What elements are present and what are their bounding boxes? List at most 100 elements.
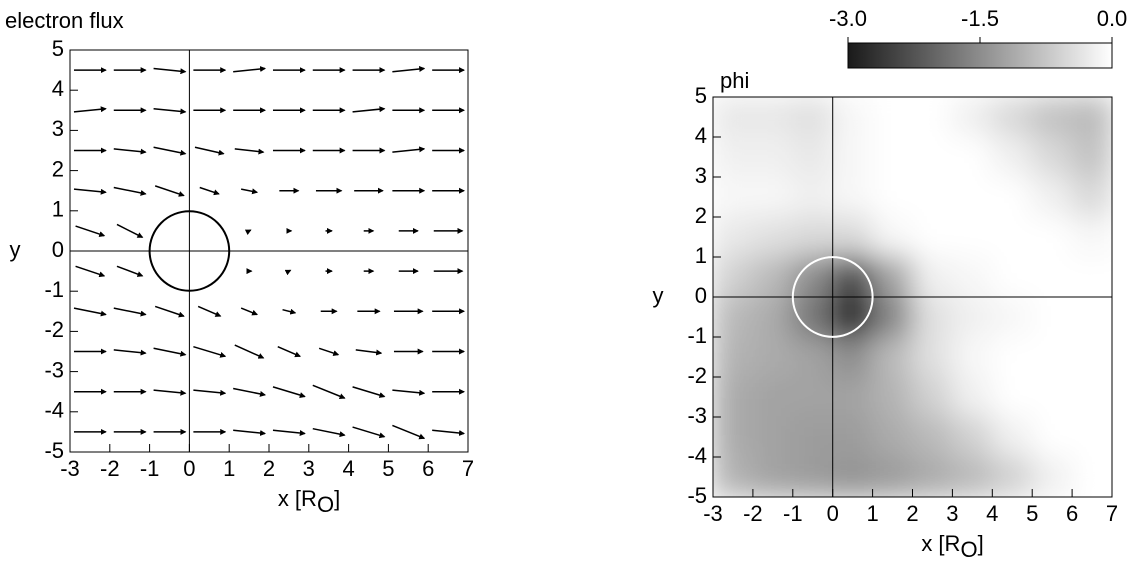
y-tick-label: -1 (687, 323, 707, 348)
heatmap-cell (752, 296, 794, 338)
x-tick-label: 0 (827, 501, 839, 526)
arrow (153, 67, 187, 75)
arrow (352, 106, 386, 113)
heatmap-cell (1071, 136, 1112, 178)
heatmap-cell (713, 416, 754, 458)
x-tick-label: 7 (462, 456, 474, 481)
y-tick-label: -3 (44, 357, 64, 382)
heatmap-cell (752, 216, 794, 258)
heatmap-cell (991, 296, 1033, 338)
y-axis-label: y (653, 283, 664, 308)
heatmap-cell (792, 376, 834, 418)
y-tick-label: 0 (695, 283, 707, 308)
heatmap-cell (1071, 416, 1112, 458)
arrow (234, 148, 265, 155)
heatmap-cell (832, 176, 874, 218)
heatmap-cell (872, 296, 913, 338)
arrow (392, 389, 426, 396)
heatmap-cell (991, 376, 1033, 418)
y-tick-label: 5 (695, 83, 707, 108)
x-axis-label: x [RO] (921, 531, 983, 562)
heatmap-cell (872, 456, 913, 497)
heatmap-cell (832, 456, 874, 497)
x-label-sub: O (317, 492, 334, 517)
y-tick-label: -4 (44, 398, 64, 423)
arrow (312, 427, 346, 438)
y-axis-label: y (10, 237, 21, 262)
x-tick-label: 0 (183, 456, 195, 481)
heatmap-cell (792, 216, 834, 258)
x-tick-label: 6 (422, 456, 434, 481)
heatmap-cell (792, 97, 834, 138)
arrow (75, 265, 106, 278)
heatmap-cell (832, 416, 874, 458)
arrow (73, 307, 107, 317)
arrow (355, 349, 383, 356)
arrow (233, 66, 267, 73)
heatmap-cell (792, 456, 834, 497)
heatmap-cell (872, 216, 913, 258)
heatmap-cell (752, 176, 794, 218)
heatmap-cell (951, 97, 993, 138)
y-tick-label: 1 (695, 243, 707, 268)
heatmap-cell (991, 416, 1033, 458)
arrow (233, 429, 267, 436)
heatmap-cell (951, 456, 993, 497)
heatmap-cell (912, 256, 953, 298)
heatmap-cell (1071, 216, 1112, 258)
x-label-end: ] (334, 486, 340, 511)
arrow (282, 308, 297, 315)
arrow (318, 347, 340, 356)
arrow (197, 305, 222, 317)
heatmap-cell (951, 256, 993, 298)
chart-title: phi (720, 68, 749, 93)
heatmap-cell (991, 336, 1033, 378)
heatmap-cell (951, 416, 993, 458)
heatmap-cell (1031, 136, 1073, 178)
x-tick-label: 7 (1106, 501, 1118, 526)
arrow (432, 429, 466, 436)
heatmap-cell (912, 176, 953, 218)
heatmap-cell (951, 136, 993, 178)
arrow (352, 426, 386, 439)
y-tick-label: -5 (44, 438, 64, 463)
heatmap-cell (752, 376, 794, 418)
colorbar-tick-label: -3.0 (829, 6, 867, 31)
heatmap-cell (991, 456, 1033, 497)
heatmap-cell (1031, 176, 1073, 218)
heatmap-cell (951, 296, 993, 338)
arrow (352, 386, 386, 398)
x-tick-label: 3 (946, 501, 958, 526)
heatmap-cell (991, 216, 1033, 258)
x-label-end: ] (978, 531, 984, 556)
heatmap-cell (713, 136, 754, 178)
heatmap-cell (991, 256, 1033, 298)
heatmap-cell (912, 97, 953, 138)
heatmap-cell (912, 416, 953, 458)
heatmap-cell (1071, 256, 1112, 298)
heatmap-cell (1031, 97, 1073, 138)
y-tick-label: 5 (52, 36, 64, 61)
chart-title: electron flux (5, 8, 124, 33)
vector-field (73, 66, 466, 440)
heatmap-cell (951, 376, 993, 418)
y-tick-label: -4 (687, 443, 707, 468)
heatmap-cell (1031, 256, 1073, 298)
y-tick-label: -5 (687, 483, 707, 508)
y-tick-label: 1 (52, 197, 64, 222)
x-label-text: x [R (278, 486, 317, 511)
heatmap-cell (832, 216, 874, 258)
y-tick-label: 4 (695, 123, 707, 148)
heatmap-cell (1031, 336, 1073, 378)
arrow (116, 223, 144, 239)
arrow (193, 389, 227, 396)
heatmap-cell (951, 176, 993, 218)
arrow (73, 106, 107, 113)
arrow (154, 185, 185, 197)
y-tick-label: 3 (52, 116, 64, 141)
x-label-sub: O (960, 537, 977, 562)
arrow (277, 345, 301, 358)
y-tick-label: 2 (52, 156, 64, 181)
arrow (113, 186, 147, 196)
